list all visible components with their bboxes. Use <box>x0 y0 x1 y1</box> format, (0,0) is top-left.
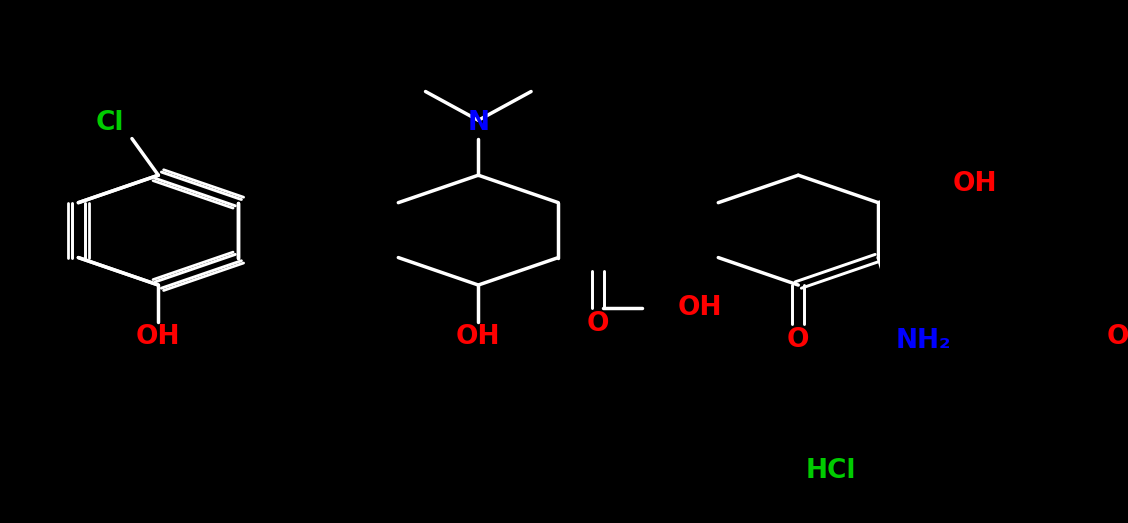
Text: HCl: HCl <box>807 458 856 484</box>
Text: OH: OH <box>136 324 180 350</box>
Text: OH: OH <box>456 324 501 350</box>
Text: Cl: Cl <box>96 110 124 136</box>
Text: OH: OH <box>678 295 722 321</box>
Text: N: N <box>467 110 490 136</box>
Text: OH: OH <box>953 172 997 197</box>
Text: O: O <box>1107 324 1128 350</box>
Text: O: O <box>587 311 609 337</box>
Text: NH₂: NH₂ <box>896 328 951 354</box>
Text: O: O <box>787 327 810 353</box>
